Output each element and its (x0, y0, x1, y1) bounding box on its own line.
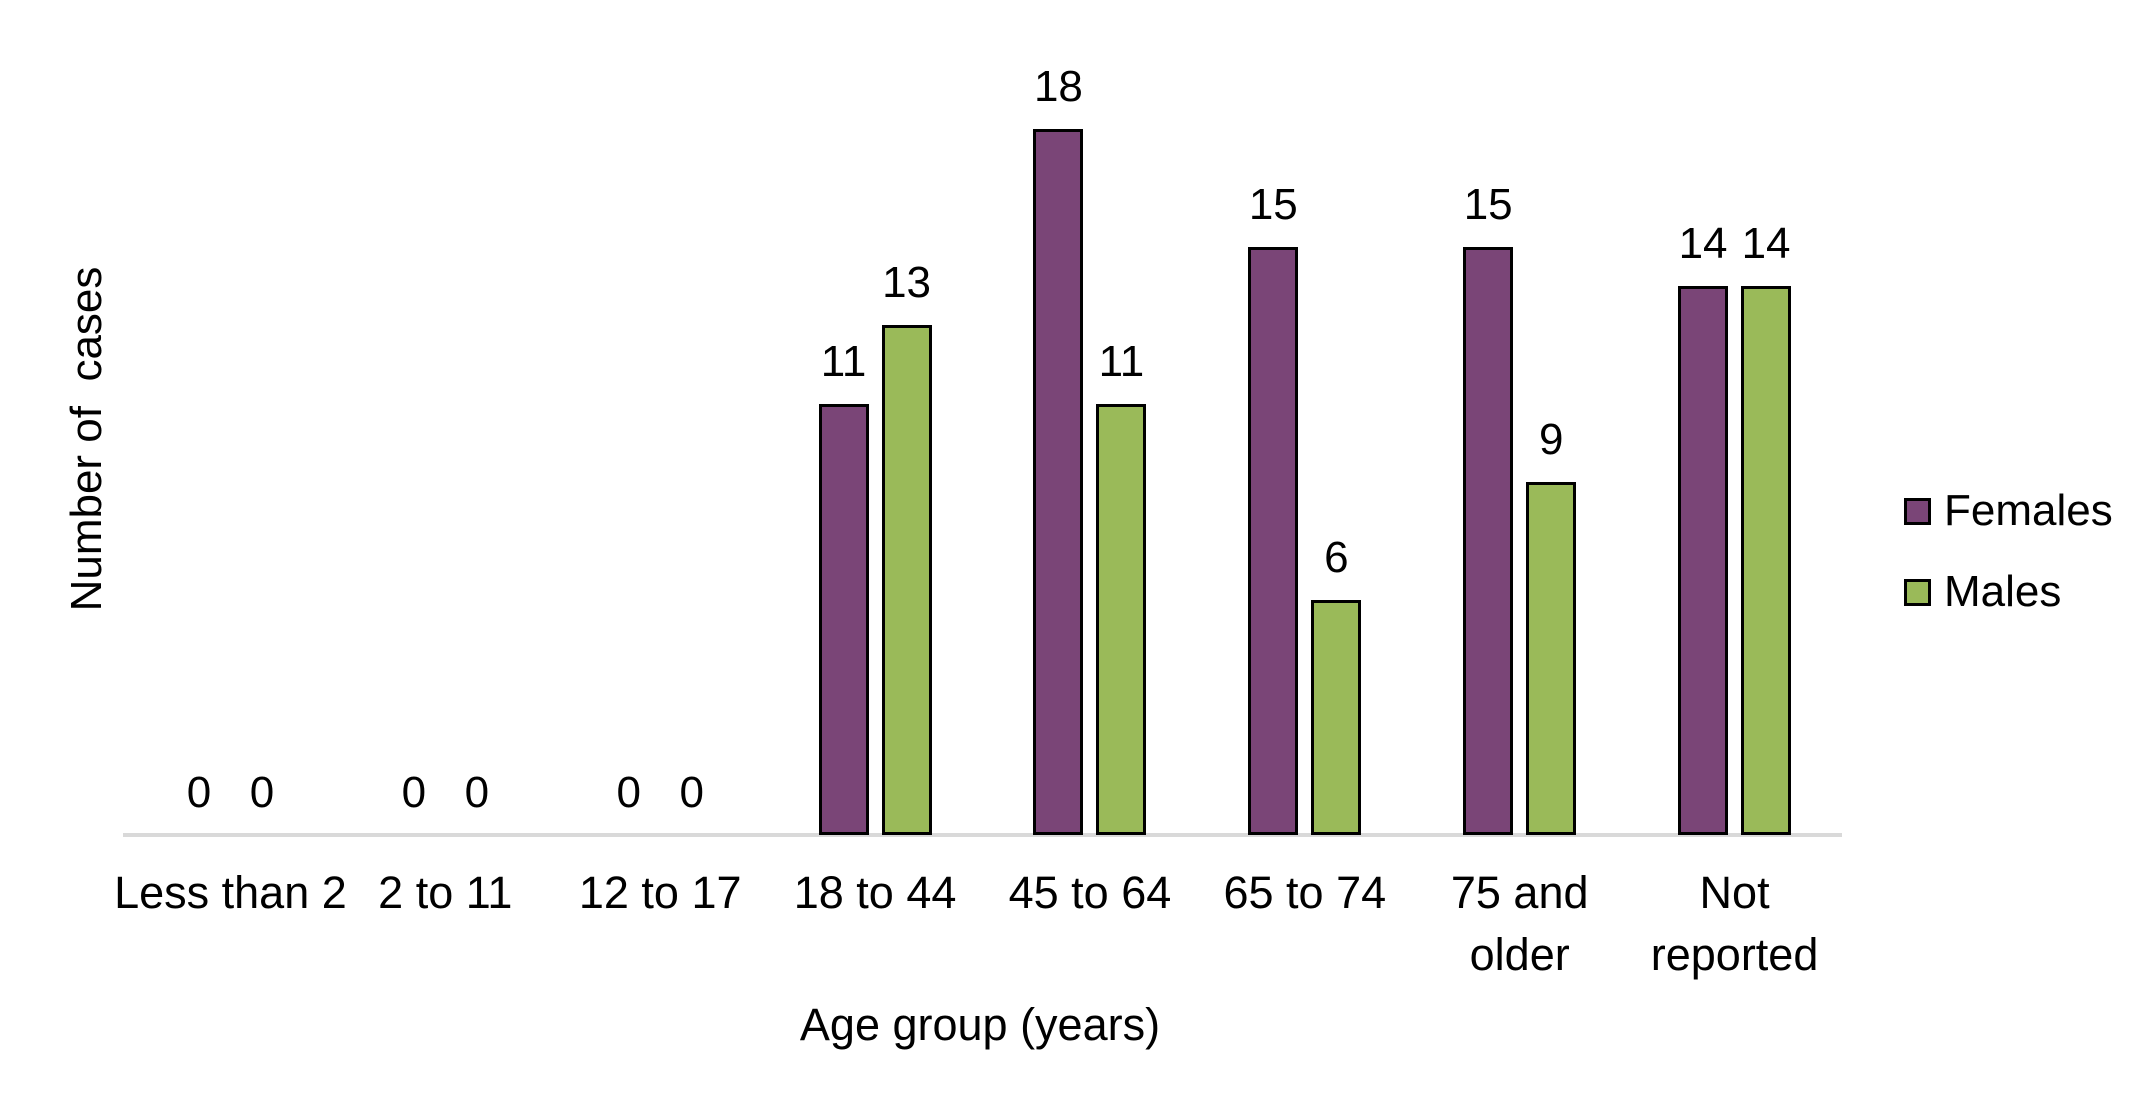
x-tick-label-75-and-older: 75 and older (1450, 867, 1589, 980)
x-tick-label-less-than-2: Less than 2 (114, 867, 347, 918)
value-label-females-45-to-64: 18 (1033, 62, 1083, 111)
value-label-males-18-to-44: 13 (882, 258, 932, 307)
bar-females-45-to-64 (1033, 129, 1084, 835)
bar-males-45-to-64 (1096, 404, 1147, 835)
x-tick-label-45-to-64: 45 to 64 (1008, 867, 1172, 918)
value-label-males-75-and-older: 9 (1538, 415, 1564, 464)
y-axis-title: Number of cases (62, 266, 111, 612)
value-label-males-12-to-17: 0 (679, 768, 704, 817)
legend-label-females: Females (1944, 486, 2113, 535)
x-tick-label-18-to-44: 18 to 44 (793, 867, 957, 918)
legend-label-males: Males (1944, 567, 2062, 616)
bar-males-65-to-74 (1311, 600, 1362, 835)
males-swatch-icon (1904, 578, 1931, 606)
value-label-females-65-to-74: 15 (1248, 180, 1298, 229)
value-label-females-18-to-44: 11 (820, 337, 867, 386)
bar-females-75-and-older (1463, 247, 1514, 835)
x-tick-label-65-to-74: 65 to 74 (1223, 867, 1387, 918)
x-tick-label-12-to-17: 12 to 17 (578, 867, 742, 918)
bar-females-65-to-74 (1248, 247, 1299, 835)
value-label-females-12-to-17: 0 (616, 768, 641, 817)
x-tick-label-2-to-11: 2 to 11 (378, 867, 513, 918)
value-label-females-2-to-11: 0 (401, 768, 427, 817)
bar-males-75-and-older (1526, 482, 1577, 835)
legend-item-females: Females (1904, 483, 2113, 539)
bar-females-18-to-44 (818, 404, 869, 835)
value-label-females-less-than-2: 0 (186, 768, 212, 817)
value-label-males-less-than-2: 0 (249, 768, 275, 817)
bar-females-not-reported (1678, 286, 1729, 835)
bar-males-not-reported (1741, 286, 1792, 835)
x-axis-title: Age group (years) (799, 999, 1161, 1050)
value-label-males-45-to-64: 11 (1098, 337, 1145, 386)
value-label-males-2-to-11: 0 (464, 768, 490, 817)
legend-item-males: Males (1904, 564, 2113, 620)
legend: Females Males (1904, 483, 2113, 645)
value-label-males-65-to-74: 6 (1324, 533, 1349, 582)
females-swatch-icon (1904, 497, 1931, 525)
value-label-females-75-and-older: 15 (1463, 180, 1513, 229)
value-label-males-not-reported: 14 (1741, 219, 1791, 268)
value-label-females-not-reported: 14 (1678, 219, 1728, 268)
x-axis-line (123, 833, 1842, 837)
x-tick-label-not-reported: Not reported (1650, 867, 1819, 980)
bar-males-18-to-44 (881, 325, 932, 835)
